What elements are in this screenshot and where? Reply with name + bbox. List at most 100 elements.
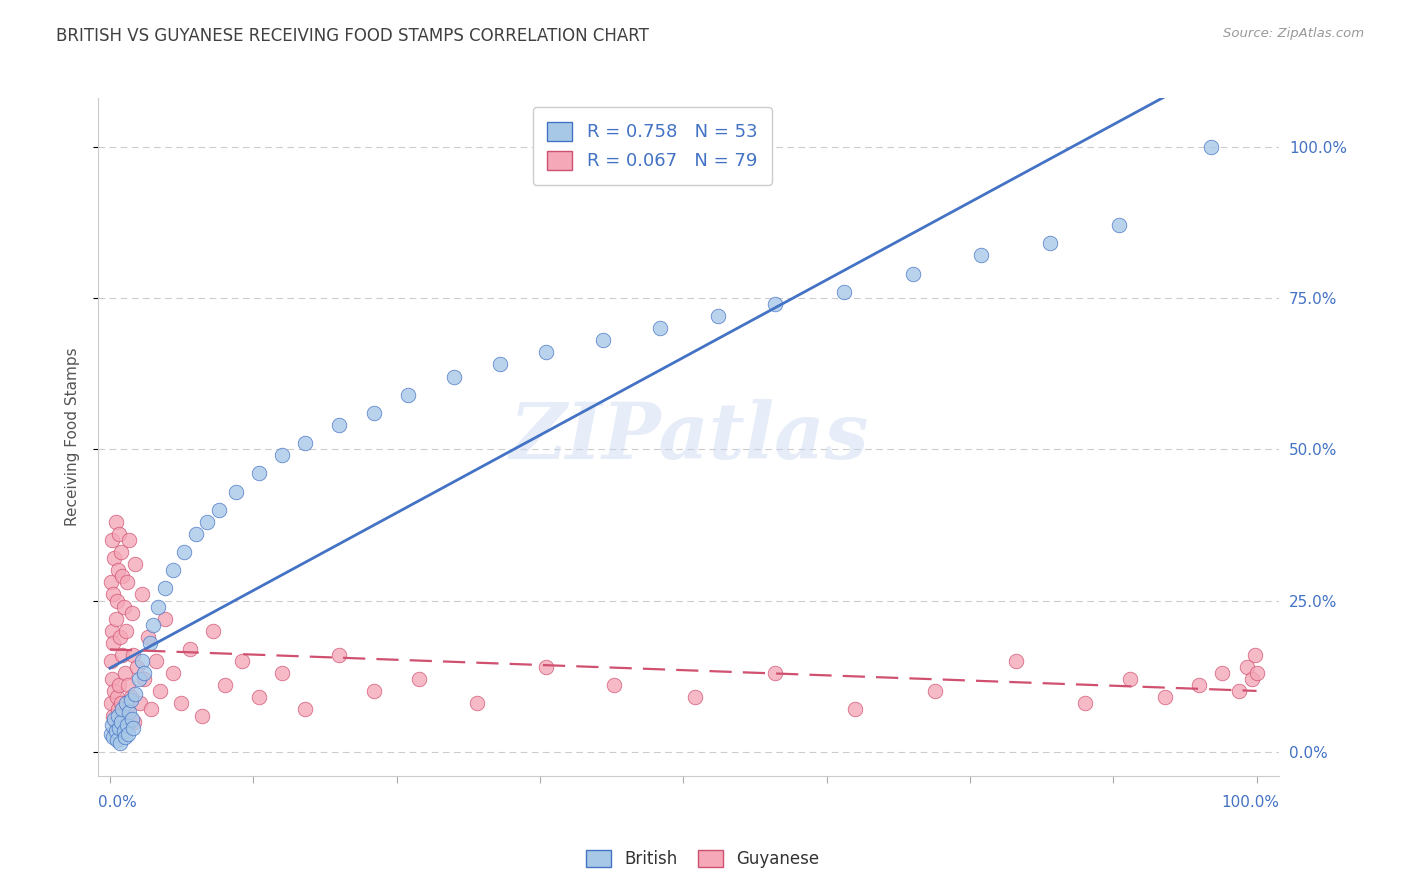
Legend: British, Guyanese: British, Guyanese	[579, 843, 827, 875]
Point	[214, 678, 236, 692]
Point	[105, 732, 128, 747]
Point	[179, 642, 201, 657]
Text: BRITISH VS GUYANESE RECEIVING FOOD STAMPS CORRELATION CHART: BRITISH VS GUYANESE RECEIVING FOOD STAMP…	[56, 27, 650, 45]
Point	[107, 708, 129, 723]
Point	[924, 684, 946, 698]
Point	[111, 569, 134, 583]
Point	[110, 714, 132, 729]
Point	[124, 557, 146, 572]
Point	[104, 612, 127, 626]
Point	[162, 563, 184, 577]
Point	[108, 721, 131, 735]
Point	[108, 721, 131, 735]
Point	[103, 730, 125, 744]
Point	[139, 636, 162, 650]
Point	[108, 678, 131, 692]
Point	[832, 285, 855, 299]
Point	[603, 678, 626, 692]
Point	[101, 717, 124, 731]
Point	[270, 666, 292, 681]
Point	[108, 527, 131, 541]
Point	[1073, 697, 1095, 711]
Point	[170, 697, 193, 711]
Point	[104, 723, 127, 738]
Point	[121, 648, 143, 662]
Point	[901, 267, 924, 281]
Point	[328, 417, 350, 432]
Point	[363, 406, 385, 420]
Point	[844, 702, 866, 716]
Point	[534, 660, 557, 674]
Point	[534, 345, 557, 359]
Point	[127, 660, 149, 674]
Point	[225, 484, 247, 499]
Point	[1004, 654, 1026, 668]
Point	[202, 624, 225, 638]
Point	[1244, 648, 1267, 662]
Point	[111, 648, 134, 662]
Point	[488, 358, 510, 372]
Point	[110, 697, 132, 711]
Point	[247, 467, 270, 481]
Point	[115, 575, 138, 590]
Text: Source: ZipAtlas.com: Source: ZipAtlas.com	[1223, 27, 1364, 40]
Legend: R = 0.758   N = 53, R = 0.067   N = 79: R = 0.758 N = 53, R = 0.067 N = 79	[533, 107, 772, 185]
Point	[408, 672, 430, 686]
Point	[184, 527, 207, 541]
Point	[149, 684, 172, 698]
Point	[136, 630, 159, 644]
Text: 100.0%: 100.0%	[1222, 796, 1279, 810]
Point	[131, 654, 153, 668]
Point	[141, 702, 163, 716]
Text: 0.0%: 0.0%	[98, 796, 138, 810]
Point	[120, 690, 142, 705]
Point	[110, 545, 132, 559]
Point	[294, 702, 316, 716]
Point	[114, 730, 136, 744]
Point	[115, 697, 138, 711]
Point	[153, 582, 176, 596]
Point	[101, 672, 124, 686]
Point	[114, 666, 136, 681]
Point	[103, 712, 125, 726]
Point	[1153, 690, 1175, 705]
Point	[115, 624, 138, 638]
Point	[146, 599, 169, 614]
Point	[117, 678, 139, 692]
Point	[103, 551, 125, 566]
Point	[121, 606, 143, 620]
Point	[100, 654, 122, 668]
Point	[1119, 672, 1142, 686]
Point	[121, 712, 143, 726]
Point	[111, 702, 134, 716]
Point	[1236, 660, 1258, 674]
Point	[117, 726, 139, 740]
Point	[1246, 666, 1268, 681]
Text: ZIPatlas: ZIPatlas	[509, 399, 869, 475]
Point	[118, 533, 141, 547]
Point	[763, 297, 786, 311]
Point	[592, 333, 614, 347]
Point	[1240, 672, 1263, 686]
Point	[100, 697, 122, 711]
Point	[128, 697, 150, 711]
Point	[190, 708, 212, 723]
Point	[396, 388, 419, 402]
Point	[103, 684, 125, 698]
Point	[103, 636, 125, 650]
Point	[104, 714, 127, 729]
Point	[105, 593, 128, 607]
Point	[103, 587, 125, 601]
Point	[363, 684, 385, 698]
Point	[1211, 666, 1233, 681]
Point	[162, 666, 184, 681]
Point	[328, 648, 350, 662]
Point	[1199, 139, 1222, 153]
Point	[1108, 219, 1130, 233]
Point	[134, 672, 156, 686]
Y-axis label: Receiving Food Stamps: Receiving Food Stamps	[65, 348, 80, 526]
Point	[142, 617, 165, 632]
Point	[145, 654, 167, 668]
Point	[107, 702, 129, 716]
Point	[763, 666, 786, 681]
